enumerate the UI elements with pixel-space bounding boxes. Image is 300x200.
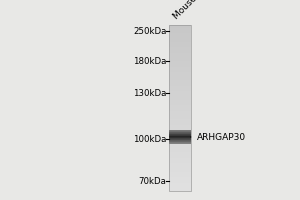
Bar [169, 174, 190, 177]
Bar [169, 61, 190, 64]
Bar [169, 97, 190, 100]
Bar [169, 116, 190, 119]
Bar [169, 131, 190, 132]
Bar [169, 55, 190, 58]
Bar [169, 141, 190, 144]
Bar [169, 39, 190, 42]
Bar [169, 99, 190, 102]
Bar [169, 64, 190, 66]
Bar [169, 171, 190, 174]
Bar [169, 149, 190, 152]
Bar [169, 25, 190, 28]
Bar [169, 163, 190, 166]
Bar [169, 169, 190, 172]
Bar [169, 119, 190, 122]
Bar [169, 139, 190, 140]
Bar [169, 132, 190, 133]
Bar [169, 66, 190, 69]
Bar [169, 140, 190, 141]
Bar [169, 182, 190, 185]
Bar [169, 105, 190, 108]
Bar [169, 50, 190, 53]
Bar [169, 141, 190, 142]
Text: 70kDa: 70kDa [139, 176, 166, 186]
Text: Mouse spleen: Mouse spleen [172, 0, 222, 21]
Bar [169, 177, 190, 180]
Text: ARHGAP30: ARHGAP30 [190, 132, 246, 142]
Bar [169, 44, 190, 47]
Bar [169, 134, 190, 135]
Bar [169, 83, 190, 86]
Bar [169, 147, 190, 150]
Bar [169, 33, 190, 36]
Bar [169, 58, 190, 61]
Bar [169, 143, 190, 144]
Text: 130kDa: 130kDa [133, 88, 166, 98]
Bar [169, 72, 190, 75]
Bar [169, 41, 190, 44]
Bar [169, 139, 190, 140]
Bar [169, 130, 190, 131]
Bar [169, 111, 190, 114]
Bar [169, 137, 190, 138]
Bar [169, 136, 190, 137]
Bar [169, 80, 190, 83]
Bar [169, 138, 190, 141]
Text: 100kDa: 100kDa [133, 134, 166, 144]
Bar [169, 135, 190, 136]
Bar [169, 91, 190, 94]
Text: 250kDa: 250kDa [133, 26, 166, 36]
Bar [169, 188, 190, 191]
Bar [169, 102, 190, 105]
Bar [169, 138, 190, 139]
Bar [169, 52, 190, 55]
Bar [169, 36, 190, 39]
Bar [169, 25, 190, 191]
Bar [169, 160, 190, 163]
Bar [169, 124, 190, 127]
Bar [169, 144, 190, 147]
Bar [169, 152, 190, 155]
Bar [169, 28, 190, 31]
Bar [169, 75, 190, 78]
Bar [169, 141, 190, 142]
Bar [169, 47, 190, 50]
Bar [169, 133, 190, 134]
Bar [169, 142, 190, 143]
Bar [169, 180, 190, 183]
Bar [169, 94, 190, 97]
Bar [169, 30, 190, 33]
Bar [169, 69, 190, 72]
Bar [169, 155, 190, 158]
Bar [169, 108, 190, 111]
Bar [169, 158, 190, 161]
Bar [169, 135, 190, 138]
Bar [169, 166, 190, 169]
Bar [169, 77, 190, 80]
Bar [169, 185, 190, 188]
Bar [169, 113, 190, 116]
Bar [169, 137, 190, 138]
Bar [169, 127, 190, 130]
Bar [169, 88, 190, 91]
Bar [169, 133, 190, 136]
Bar [169, 130, 190, 133]
Bar [169, 86, 190, 89]
Text: 180kDa: 180kDa [133, 56, 166, 66]
Bar [169, 122, 190, 125]
